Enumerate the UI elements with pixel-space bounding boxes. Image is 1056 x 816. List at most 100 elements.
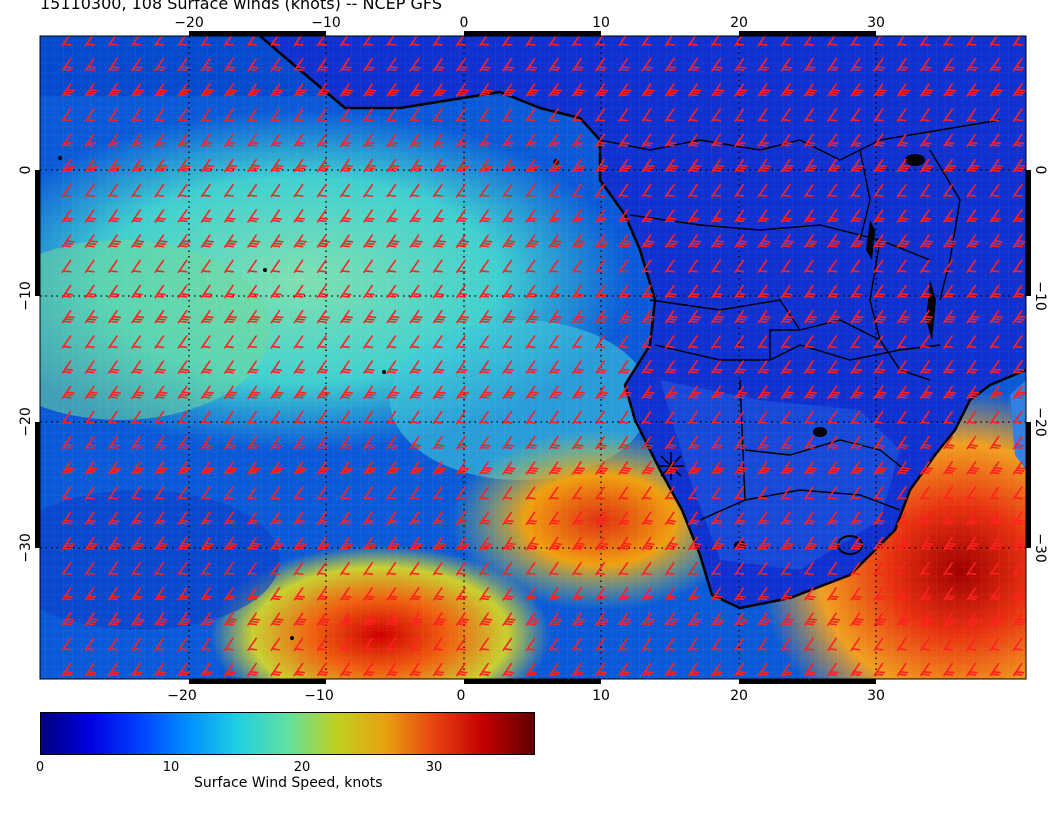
wind-barb: [130, 183, 142, 198]
wind-barb: [177, 57, 190, 72]
wind-barb: [966, 36, 977, 47]
wind-barb: [548, 208, 561, 223]
wind-barb: [1012, 259, 1023, 274]
wind-barb: [850, 511, 862, 526]
wind-barb: [316, 309, 330, 324]
wind-barb: [687, 385, 702, 400]
wind-barb: [942, 662, 955, 677]
wind-barb: [177, 208, 190, 223]
wind-barb: [850, 334, 861, 349]
wind-barb: [641, 460, 655, 475]
wind-barb: [525, 158, 539, 173]
wind-barb: [107, 612, 122, 627]
wind-barb: [84, 36, 95, 47]
wind-barb: [154, 410, 165, 425]
wind-barb: [270, 486, 281, 501]
wind-barb: [130, 334, 142, 349]
wind-barb: [316, 334, 327, 349]
wind-barb: [502, 586, 514, 601]
wind-barb: [826, 360, 839, 375]
wind-barb: [362, 334, 374, 349]
wind-barb: [386, 460, 400, 475]
wind-barb: [478, 561, 490, 576]
wind-barb: [270, 284, 282, 299]
wind-barb: [455, 133, 468, 148]
wind-barb: [432, 360, 445, 375]
wind-barb: [548, 183, 559, 198]
wind-barb: [84, 108, 95, 123]
wind-barb: [618, 82, 632, 97]
wind-barb: [664, 410, 675, 425]
wind-barb: [966, 637, 977, 652]
wind-barb: [455, 334, 467, 349]
wind-barb: [594, 82, 609, 97]
wind-barb: [989, 385, 1003, 400]
wind-barb: [734, 108, 745, 123]
wind-barb: [293, 385, 307, 400]
wind-barb: [525, 360, 538, 375]
wind-barb: [502, 57, 514, 72]
wind-barb: [270, 309, 284, 324]
wind-barb: [130, 158, 145, 173]
wind-barb: [525, 385, 539, 400]
wind-barb: [432, 259, 443, 274]
wind-barb: [664, 259, 675, 274]
wind-barb: [989, 536, 1003, 551]
wind-barb: [873, 108, 884, 123]
wind-barb: [525, 662, 538, 677]
wind-barb: [641, 234, 655, 249]
wind-barb: [200, 662, 213, 677]
wind-barb: [594, 208, 607, 223]
wind-barb: [896, 208, 909, 223]
wind-barb: [896, 334, 907, 349]
wind-barb: [293, 334, 304, 349]
wind-barb: [618, 486, 629, 501]
wind-barb: [432, 309, 446, 324]
wind-barb: [919, 158, 934, 173]
wind-barb: [594, 662, 607, 677]
wind-barb: [618, 334, 629, 349]
wind-barb: [270, 637, 281, 652]
wind-barb: [966, 410, 977, 425]
wind-barb: [525, 208, 538, 223]
wind-barb: [177, 561, 188, 576]
wind-barb: [734, 637, 745, 652]
wind-barb: [757, 133, 770, 148]
wind-barb: [478, 360, 491, 375]
wind-barb: [386, 82, 400, 97]
wind-barb: [84, 410, 95, 425]
wind-barb: [200, 208, 213, 223]
wind-barb: [386, 309, 400, 324]
wind-barb: [246, 460, 261, 475]
wind-barb: [850, 612, 864, 627]
lat-label: −10: [1032, 281, 1048, 311]
wind-barb: [130, 586, 143, 601]
wind-barb: [478, 133, 491, 148]
wind-barb: [293, 486, 304, 501]
wind-barb: [1012, 360, 1025, 375]
wind-barb: [223, 360, 236, 375]
wind-barb: [293, 612, 307, 627]
wind-barb: [734, 183, 745, 198]
wind-barb: [594, 158, 609, 173]
wind-barb: [896, 284, 909, 299]
wind-barb: [571, 234, 586, 249]
wind-barb: [571, 536, 586, 551]
wind-barb: [826, 259, 838, 274]
wind-barb: [409, 460, 423, 475]
wind-barb: [919, 410, 931, 425]
wind-barb: [989, 612, 1003, 627]
wind-barb: [850, 435, 862, 450]
wind-barb: [850, 536, 864, 551]
wind-barb: [293, 536, 307, 551]
wind-barb: [362, 309, 377, 324]
wind-barb: [826, 158, 841, 173]
wind-barb: [896, 637, 907, 652]
wind-barb: [641, 57, 654, 72]
wind-barb: [757, 637, 768, 652]
wind-barb: [246, 334, 258, 349]
wind-barb: [386, 435, 398, 450]
wind-barb: [618, 410, 629, 425]
wind-barb: [84, 486, 95, 501]
wind-barb: [757, 234, 771, 249]
